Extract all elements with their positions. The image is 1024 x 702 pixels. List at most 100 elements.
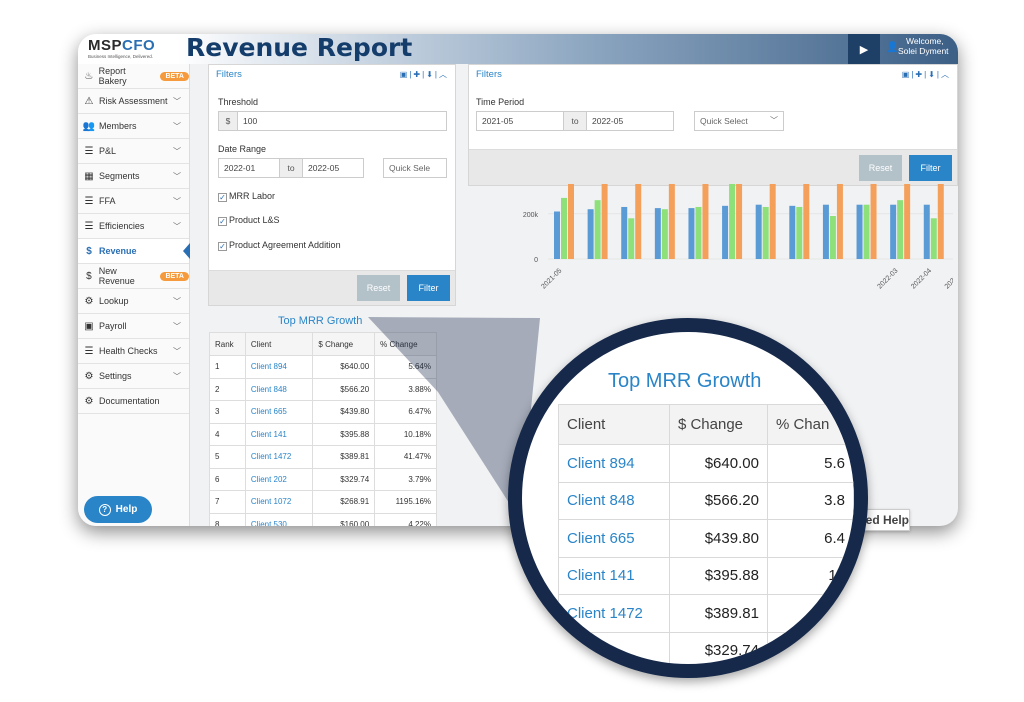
chart-bar[interactable] xyxy=(661,209,668,259)
chart-bar[interactable] xyxy=(688,208,695,259)
chart-bar[interactable] xyxy=(587,209,594,259)
chart-bar[interactable] xyxy=(601,184,608,259)
client-link[interactable]: Client 1472 xyxy=(558,594,670,633)
column-header[interactable]: Client xyxy=(244,332,314,356)
chart-bar[interactable] xyxy=(897,200,904,259)
checkbox-mrr-labor[interactable]: ✓ MRR Labor xyxy=(218,191,275,202)
quick-select-dropdown[interactable]: Quick Select ﹀ xyxy=(694,111,784,131)
reset-button[interactable]: Reset xyxy=(357,275,400,301)
dollar-change-cell: $640.00 xyxy=(668,444,768,483)
column-header[interactable]: % Change xyxy=(374,332,437,356)
chart-bar[interactable] xyxy=(890,204,897,259)
client-link[interactable]: Client 848 xyxy=(244,377,314,401)
chart-bar[interactable] xyxy=(789,205,796,259)
chevron-down-icon: ﹀ xyxy=(770,116,778,125)
chart-bar[interactable] xyxy=(762,206,769,259)
chart-bar[interactable] xyxy=(829,216,836,259)
chart-bar[interactable] xyxy=(904,184,911,259)
sidebar-item-label: Settings xyxy=(99,371,132,381)
client-link[interactable]: Client 848 xyxy=(558,481,670,520)
client-link[interactable]: Client 665 xyxy=(558,519,670,558)
chart-bar[interactable] xyxy=(702,184,709,259)
sidebar-item-risk-assessment[interactable]: ⚠ Risk Assessment ﹀ xyxy=(78,89,189,114)
chart-bar[interactable] xyxy=(769,184,776,259)
quick-select-dropdown[interactable]: Quick Sele xyxy=(383,158,447,178)
period-from-input[interactable]: 2021-05 xyxy=(476,111,564,131)
chart-bar[interactable] xyxy=(635,184,642,259)
chart-bar[interactable] xyxy=(836,184,843,259)
chart-bar[interactable] xyxy=(654,208,661,259)
sidebar-item-ffa[interactable]: ☰ FFA ﹀ xyxy=(78,189,189,214)
chart-bar[interactable] xyxy=(554,211,560,259)
chart-bar[interactable] xyxy=(621,206,628,259)
chart-bar[interactable] xyxy=(870,184,877,259)
sidebar-item-documentation[interactable]: ⚙ Documentation xyxy=(78,389,189,414)
chart-bar[interactable] xyxy=(722,205,729,259)
rank-cell: 4 xyxy=(209,422,246,446)
checkbox-product-ls[interactable]: ✓ Product L&S xyxy=(218,215,280,226)
chart-bar[interactable] xyxy=(930,218,937,259)
sidebar-item-payroll[interactable]: ▣ Payroll ﹀ xyxy=(78,314,189,339)
chart-bar[interactable] xyxy=(668,184,675,259)
reset-button[interactable]: Reset xyxy=(859,155,902,181)
pct-change-cell xyxy=(766,594,854,633)
client-link[interactable]: nt 202 xyxy=(558,631,670,664)
chevron-down-icon: ﹀ xyxy=(173,172,181,181)
sidebar-item-revenue[interactable]: $ Revenue xyxy=(78,239,190,264)
sidebar-item-settings[interactable]: ⚙ Settings ﹀ xyxy=(78,364,189,389)
play-button[interactable]: ▶ xyxy=(848,34,880,64)
chart-bar[interactable] xyxy=(628,218,635,259)
column-header[interactable]: $ Change xyxy=(312,332,376,356)
user-menu[interactable]: 👤 Welcome, Solei Dyment xyxy=(882,36,958,62)
play-icon: ▶ xyxy=(859,43,869,56)
chart-bar[interactable] xyxy=(923,204,930,259)
date-from-input[interactable]: 2022-01 xyxy=(218,158,280,178)
chart-bar[interactable] xyxy=(736,184,743,259)
chart-bar[interactable] xyxy=(729,184,736,259)
logo-tagline: Business Intelligence, Delivered. xyxy=(88,54,154,59)
period-to-input[interactable]: 2022-05 xyxy=(586,111,674,131)
table-row: 3 Client 665 $439.80 6.47% xyxy=(209,400,437,424)
chart-bar[interactable] xyxy=(796,206,803,259)
rank-cell: 5 xyxy=(209,445,246,469)
client-link[interactable]: Client 1072 xyxy=(244,490,314,514)
sidebar-item-efficiencies[interactable]: ☰ Efficiencies ﹀ xyxy=(78,214,189,239)
date-to-input[interactable]: 2022-05 xyxy=(302,158,364,178)
chart-bar[interactable] xyxy=(695,206,702,259)
panel-toolbar[interactable]: ▣|✚|⬇|︿ xyxy=(901,70,951,79)
client-link[interactable]: Client 530 xyxy=(244,512,314,526)
sidebar-item-report-bakery[interactable]: ♨ Report Bakery BETA xyxy=(78,64,189,89)
sidebar-item-new-revenue[interactable]: $ New Revenue BETA xyxy=(78,264,189,289)
chart-bar[interactable] xyxy=(856,204,863,259)
sidebar-item-pl[interactable]: ☰ P&L ﹀ xyxy=(78,139,189,164)
chart-bar[interactable] xyxy=(594,200,601,259)
sidebar-item-segments[interactable]: ▦ Segments ﹀ xyxy=(78,164,189,189)
help-button[interactable]: ? Help xyxy=(84,496,152,523)
filter-button[interactable]: Filter xyxy=(909,155,952,181)
client-link[interactable]: Client 202 xyxy=(244,467,314,491)
rank-cell: 8 xyxy=(209,512,246,526)
sidebar-item-health-checks[interactable]: ☰ Health Checks ﹀ xyxy=(78,339,189,364)
chart-bar[interactable] xyxy=(937,184,944,259)
chart-bar[interactable] xyxy=(822,204,829,259)
filter-button[interactable]: Filter xyxy=(407,275,450,301)
sidebar-item-members[interactable]: 👥 Members ﹀ xyxy=(78,114,189,139)
chart-bar[interactable] xyxy=(561,197,567,259)
checkbox-product-agreement[interactable]: ✓ Product Agreement Addition xyxy=(218,240,341,251)
threshold-input[interactable]: 100 xyxy=(237,111,447,131)
client-link[interactable]: Client 894 xyxy=(244,355,314,379)
client-link[interactable]: Client 894 xyxy=(558,444,670,483)
help-label: Help xyxy=(115,504,138,515)
chart-bar[interactable] xyxy=(863,204,870,259)
client-link[interactable]: Client 1472 xyxy=(244,445,314,469)
chart-bar[interactable] xyxy=(755,204,762,259)
chart-bar[interactable] xyxy=(803,184,810,259)
client-link[interactable]: Client 141 xyxy=(558,556,670,595)
panel-toolbar[interactable]: ▣|✚|⬇|︿ xyxy=(399,70,449,79)
client-link[interactable]: Client 665 xyxy=(244,400,314,424)
sidebar-item-lookup[interactable]: ⚙ Lookup ﹀ xyxy=(78,289,189,314)
mspcfo-logo[interactable]: MSPCFO Business Intelligence, Delivered. xyxy=(88,38,180,60)
chart-bar[interactable] xyxy=(568,184,574,259)
column-header[interactable]: Rank xyxy=(209,332,246,356)
client-link[interactable]: Client 141 xyxy=(244,422,314,446)
